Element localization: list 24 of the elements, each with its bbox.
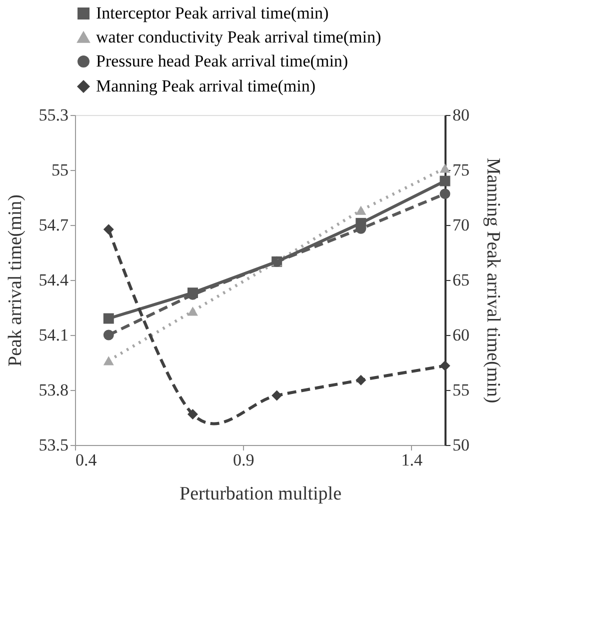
y-tick-label: 54.4	[38, 270, 69, 290]
y2-tick-label: 80	[452, 106, 470, 124]
y-tick-label: 54.1	[38, 326, 68, 344]
y2-tick-label: 70	[452, 216, 470, 234]
y2-tick-label: 65	[452, 270, 470, 290]
x-tick-label: 1.4	[401, 450, 423, 470]
x-tick-label: 0.9	[233, 450, 254, 470]
y-tick-label: 55.3	[38, 106, 68, 124]
y-axis-title: Peak arrival time(min)	[4, 194, 26, 366]
y2-axis-title: Manning Peak arrival time(min)	[482, 158, 504, 404]
legend-label: water conductivity Peak arrival time(min)	[96, 28, 382, 46]
y-tick-label: 53.5	[38, 436, 68, 454]
legend-label: Pressure head Peak arrival time(min)	[96, 52, 348, 70]
y-tick-label: 53.8	[38, 380, 68, 400]
y-tick-label: 55	[52, 160, 68, 180]
legend-label: Manning Peak arrival time(min)	[96, 76, 316, 96]
x-tick-label: 0.4	[76, 450, 98, 470]
legend-label: Interceptor Peak arrival time(min)	[96, 4, 329, 22]
y2-tick-label: 75	[452, 160, 470, 180]
y2-tick-label: 60	[452, 326, 470, 344]
y2-tick-label: 55	[452, 380, 470, 400]
y2-tick-label: 50	[452, 436, 470, 454]
x-axis-title: Perturbation multiple	[179, 484, 342, 504]
y-tick-label: 54.7	[38, 216, 69, 234]
